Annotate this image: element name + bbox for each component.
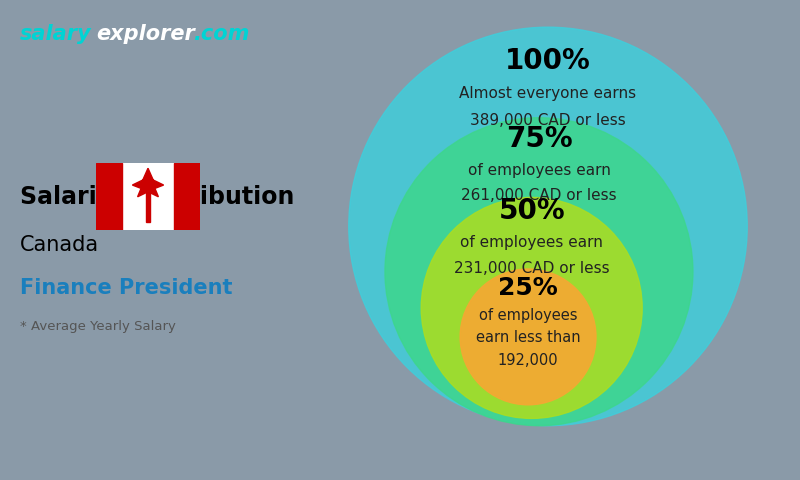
Text: of employees: of employees — [479, 308, 578, 323]
Text: salary: salary — [20, 24, 92, 44]
Text: * Average Yearly Salary: * Average Yearly Salary — [20, 320, 176, 333]
Text: Finance President: Finance President — [20, 278, 233, 298]
Circle shape — [349, 27, 747, 426]
Text: Almost everyone earns: Almost everyone earns — [459, 86, 637, 101]
Text: 261,000 CAD or less: 261,000 CAD or less — [461, 188, 617, 203]
Text: 231,000 CAD or less: 231,000 CAD or less — [454, 261, 610, 276]
Circle shape — [460, 269, 596, 405]
Text: Canada: Canada — [20, 235, 99, 255]
Bar — [96, 163, 122, 230]
Text: 25%: 25% — [498, 276, 558, 300]
Text: 75%: 75% — [506, 125, 572, 153]
Circle shape — [385, 118, 693, 426]
Text: of employees earn: of employees earn — [460, 235, 603, 250]
Text: Salaries Distribution: Salaries Distribution — [20, 185, 294, 209]
Text: 192,000: 192,000 — [498, 353, 558, 368]
Text: .com: .com — [194, 24, 250, 44]
Bar — [174, 163, 200, 230]
Text: explorer: explorer — [96, 24, 194, 44]
Text: earn less than: earn less than — [476, 330, 580, 345]
Text: of employees earn: of employees earn — [467, 163, 610, 178]
Polygon shape — [146, 192, 150, 222]
Text: 100%: 100% — [505, 47, 591, 75]
Polygon shape — [133, 168, 163, 197]
Text: 389,000 CAD or less: 389,000 CAD or less — [470, 113, 626, 128]
Circle shape — [422, 197, 642, 419]
Text: 50%: 50% — [498, 197, 565, 225]
